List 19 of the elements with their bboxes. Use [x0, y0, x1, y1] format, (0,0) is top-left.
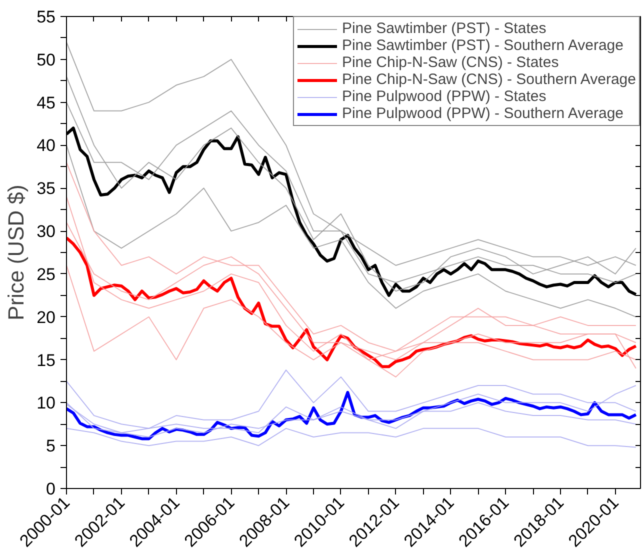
y-tick-label: 40 [36, 136, 56, 156]
y-tick-label: 5 [46, 436, 56, 456]
y-tick-label: 30 [36, 222, 56, 242]
legend-label: Pine Sawtimber (PST) - Southern Average [342, 37, 624, 54]
y-tick-label: 15 [36, 350, 56, 370]
y-tick-label: 45 [36, 93, 56, 112]
legend-label: Pine Sawtimber (PST) - States [342, 20, 546, 37]
legend-label: Pine Pulpwood (PPW) - States [342, 88, 546, 105]
y-axis-title: Price (USD $) [4, 184, 29, 320]
y-tick-label: 50 [36, 50, 56, 70]
legend-label: Pine Pulpwood (PPW) - Southern Average [342, 105, 624, 122]
legend-label: Pine Chip-N-Saw (CNS) - Southern Average [342, 71, 636, 88]
legend-label: Pine Chip-N-Saw (CNS) - States [342, 54, 559, 71]
y-tick-label: 35 [36, 179, 56, 198]
y-tick-label: 20 [36, 308, 56, 327]
y-tick-label: 55 [36, 8, 56, 26]
y-tick-label: 25 [36, 264, 56, 284]
y-tick-label: 0 [46, 480, 56, 498]
y-tick-label: 10 [36, 394, 56, 413]
